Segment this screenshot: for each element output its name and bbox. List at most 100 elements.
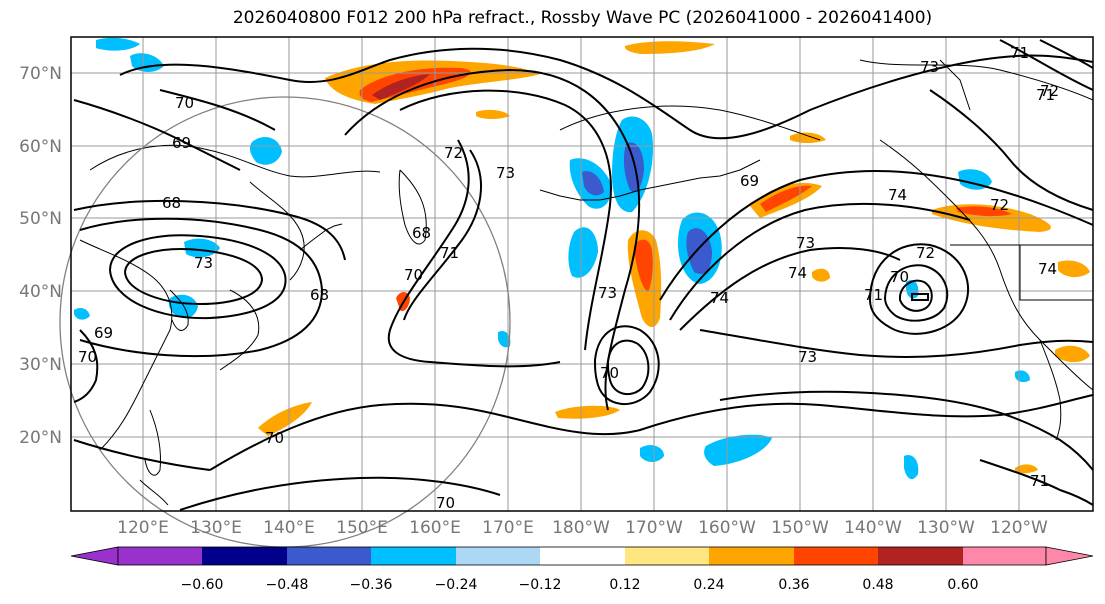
coast-bc bbox=[879, 139, 1094, 391]
contour-label: 71 bbox=[1010, 44, 1029, 62]
contour-label: 70 bbox=[78, 348, 97, 366]
map-panel: 70 69 68 73 69 70 68 70 70 68 71 72 73 7… bbox=[59, 36, 1094, 548]
lat-label: 30°N bbox=[19, 355, 62, 375]
colorbar-tick: −0.24 bbox=[435, 577, 478, 593]
longitude-labels: 120°E 130°E 140°E 150°E 160°E 170°E 180°… bbox=[117, 518, 1048, 538]
contour-label: 70 bbox=[404, 266, 423, 284]
shade-negative-japan bbox=[168, 294, 198, 319]
contour-ne-1 bbox=[999, 39, 1094, 91]
contour-label: 73 bbox=[598, 284, 617, 302]
contour-closed-small bbox=[911, 293, 929, 301]
lat-label: 70°N bbox=[19, 64, 62, 84]
shade-negative-top2 bbox=[130, 53, 164, 72]
contour-label: 73 bbox=[496, 164, 515, 182]
shade-negative-central bbox=[568, 227, 598, 278]
shade-negative-pac-south bbox=[704, 434, 772, 466]
contour-ridge-3 bbox=[399, 89, 612, 351]
contour-west-outer bbox=[79, 217, 324, 358]
colorbar-bin bbox=[963, 547, 1046, 565]
lat-label: 50°N bbox=[19, 209, 62, 229]
shade-negative-pac-south2 bbox=[640, 445, 664, 462]
shade-positive-arctic-dark bbox=[372, 74, 430, 100]
contour-cutoff-low-inner bbox=[606, 339, 650, 396]
lat-label: 60°N bbox=[19, 137, 62, 157]
contour-west-outer-2 bbox=[73, 199, 346, 261]
coast-japan bbox=[219, 289, 260, 371]
contour-label: 74 bbox=[710, 289, 729, 307]
lon-label: 150°W bbox=[771, 518, 829, 538]
contour-top-ridge bbox=[119, 47, 1094, 140]
contour-label: 74 bbox=[1038, 260, 1057, 278]
lon-label: 170°W bbox=[625, 518, 683, 538]
shade-negative-top bbox=[96, 37, 140, 51]
contour-label: 68 bbox=[162, 194, 181, 212]
contour-label: 68 bbox=[412, 224, 431, 242]
contour-ne-2 bbox=[1039, 39, 1094, 69]
contour-label: 72 bbox=[1040, 82, 1059, 100]
contour-cutoff-low bbox=[593, 325, 660, 406]
contour-trough-2 bbox=[403, 149, 482, 321]
colorbar-bin bbox=[456, 547, 540, 565]
lon-label: 120°E bbox=[117, 518, 169, 538]
shade-positive-small2 bbox=[790, 132, 826, 143]
lon-label: 130°E bbox=[190, 518, 242, 538]
contour-south-3 bbox=[699, 329, 1094, 358]
colorbar-tick: 0.48 bbox=[862, 577, 893, 593]
contour-east-lobe-2 bbox=[669, 202, 971, 321]
coast-kurils bbox=[299, 223, 343, 251]
colorbar-extend-max bbox=[1045, 546, 1094, 566]
colorbar-tick: −0.60 bbox=[181, 577, 224, 593]
colorbar-bin bbox=[709, 547, 794, 565]
contour-south-2 bbox=[179, 476, 501, 511]
coast-philippines bbox=[144, 409, 161, 476]
colorbar-bin bbox=[118, 547, 202, 565]
lon-label: 140°E bbox=[263, 518, 315, 538]
shade-negative-east-canada bbox=[958, 169, 992, 190]
shade-positive-bering bbox=[624, 41, 715, 54]
contour-west-low-inner bbox=[123, 248, 264, 306]
contour-label: 72 bbox=[990, 196, 1009, 214]
contour-lower-left bbox=[73, 329, 99, 403]
contour-labels: 70 69 68 73 69 70 68 70 70 68 71 72 73 7… bbox=[78, 44, 1059, 512]
lon-label: 170°E bbox=[482, 518, 534, 538]
lat-label: 20°N bbox=[19, 428, 62, 448]
contour-label: 70 bbox=[600, 364, 619, 382]
contour-label: 71 bbox=[1030, 472, 1049, 490]
contour-label: 70 bbox=[436, 494, 455, 512]
contour-label: 69 bbox=[172, 134, 191, 152]
shade-negative-alaska-core bbox=[623, 142, 644, 192]
contour-label: 74 bbox=[788, 264, 807, 282]
contour-west-low bbox=[108, 234, 287, 320]
shade-positive-central-core bbox=[634, 239, 653, 292]
colorbar-tick-labels: −0.60 −0.48 −0.36 −0.24 −0.12 0.12 0.24 … bbox=[181, 577, 979, 593]
shade-negative-siberia bbox=[249, 137, 282, 165]
coast-aleutians bbox=[539, 159, 761, 201]
colorbar-tick: −0.12 bbox=[519, 577, 562, 593]
coast-okhotsk bbox=[249, 181, 305, 281]
contour-label: 71 bbox=[864, 286, 883, 304]
shade-positive-philippine bbox=[258, 402, 312, 436]
shade-positive-east bbox=[1058, 260, 1090, 278]
colorbar-extend-min bbox=[70, 546, 119, 566]
coast-alaska bbox=[559, 105, 821, 141]
colorbar-tick: 0.36 bbox=[778, 577, 809, 593]
contour-ne-3 bbox=[929, 89, 1094, 211]
coast-north-america bbox=[859, 59, 1094, 101]
contour-se-1 bbox=[979, 459, 1094, 506]
contour-label: 70 bbox=[265, 429, 284, 447]
contour-label: 70 bbox=[890, 268, 909, 286]
contour-label: 73 bbox=[194, 254, 213, 272]
contour-label: 71 bbox=[1036, 86, 1055, 104]
lon-label: 150°E bbox=[336, 518, 388, 538]
contour-label: 72 bbox=[916, 244, 935, 262]
contour-label: 73 bbox=[920, 58, 939, 76]
contour-ridge-2 bbox=[344, 68, 641, 411]
lon-label: 130°W bbox=[917, 518, 975, 538]
colorbar-bin bbox=[287, 547, 371, 565]
lon-label: 140°W bbox=[844, 518, 902, 538]
shade-negative-npac-core bbox=[686, 228, 712, 274]
colorbar-bin bbox=[371, 547, 456, 565]
shade-negative-okhotsk bbox=[184, 238, 220, 258]
colorbar-segments bbox=[117, 546, 1047, 566]
shade-positive-small3 bbox=[812, 268, 830, 282]
